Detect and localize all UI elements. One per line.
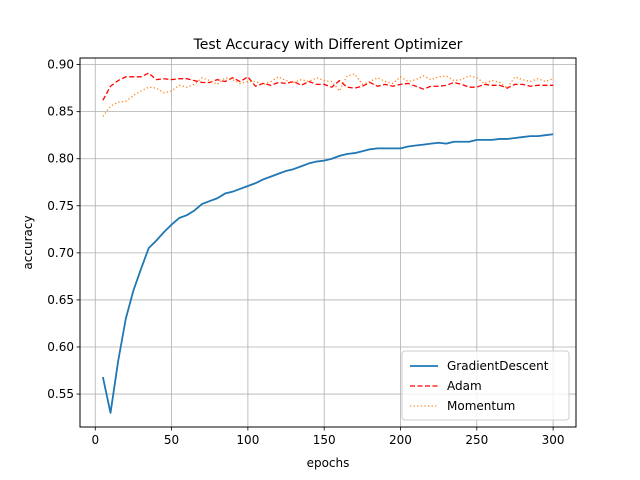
series-lines (102, 72, 554, 414)
y-tick-label: 0.55 (47, 387, 74, 401)
x-axis: 0 50 100 150 200 250 300 (91, 427, 565, 447)
y-tick-label: 0.85 (47, 105, 74, 119)
legend-label-gradientdescent: GradientDescent (447, 359, 549, 373)
x-tick-label: 100 (236, 433, 259, 447)
x-tick-label: 150 (313, 433, 336, 447)
x-axis-label: epochs (307, 456, 350, 470)
x-tick-label: 200 (389, 433, 412, 447)
series-line-momentum (102, 73, 554, 117)
legend-box (401, 350, 570, 421)
y-tick-label: 0.80 (47, 152, 74, 166)
x-tick-label: 0 (91, 433, 99, 447)
series-line-gradientdescent (102, 133, 554, 414)
y-tick-label: 0.90 (47, 58, 74, 72)
chart-title: Test Accuracy with Different Optimizer (193, 37, 463, 53)
grid (80, 58, 576, 427)
x-tick-label: 300 (542, 433, 565, 447)
series-line-adam (102, 72, 554, 101)
x-tick-label: 50 (164, 433, 179, 447)
y-tick-label: 0.65 (47, 293, 74, 307)
plot-frame (79, 57, 577, 428)
y-tick-label: 0.75 (47, 199, 74, 213)
legend-label-adam: Adam (447, 379, 482, 393)
legend-label-momentum: Momentum (447, 399, 515, 413)
y-axis: 0.55 0.60 0.65 0.70 0.75 0.80 0.85 0.90 (47, 58, 80, 401)
legend: GradientDescent Adam Momentum (401, 350, 570, 421)
y-tick-label: 0.70 (47, 246, 74, 260)
y-tick-label: 0.60 (47, 340, 74, 354)
y-axis-label: accuracy (21, 215, 35, 269)
x-tick-label: 250 (465, 433, 488, 447)
